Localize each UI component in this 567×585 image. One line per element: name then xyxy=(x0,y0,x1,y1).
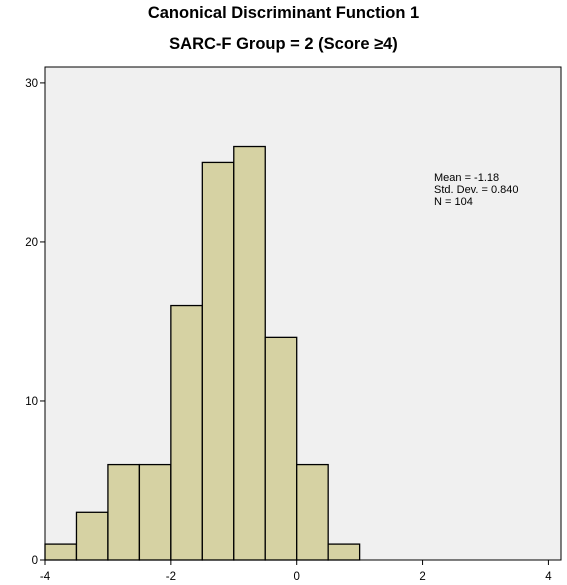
histogram-bar xyxy=(138,463,172,561)
histogram-bar xyxy=(107,463,141,561)
x-tick-label: -2 xyxy=(166,571,176,583)
histogram-bar xyxy=(233,145,266,561)
histogram-bar xyxy=(44,543,78,561)
stats-line: N = 104 xyxy=(434,196,473,208)
histogram-bar xyxy=(75,511,109,561)
histogram-bar xyxy=(170,304,203,561)
y-tick-label: 0 xyxy=(32,555,38,567)
y-tick-label: 20 xyxy=(25,237,38,249)
histogram-bar xyxy=(296,463,329,561)
x-tick-label: 0 xyxy=(294,571,300,583)
stats-line: Mean = -1.18 xyxy=(434,172,499,184)
x-tick-label: -4 xyxy=(40,571,51,583)
histogram-bar xyxy=(201,161,235,561)
chart-title: Canonical Discriminant Function 1 xyxy=(147,4,420,22)
stats-line: Std. Dev. = 0.840 xyxy=(434,184,519,196)
x-tick-label: 4 xyxy=(545,571,552,583)
y-tick-label: 30 xyxy=(25,78,38,90)
histogram-bar xyxy=(264,336,298,561)
histogram-bar xyxy=(327,543,361,561)
chart-subtitle: SARC-F Group = 2 (Score ≥4) xyxy=(169,35,398,53)
x-tick-label: 2 xyxy=(419,571,425,583)
y-tick-label: 10 xyxy=(25,396,38,408)
